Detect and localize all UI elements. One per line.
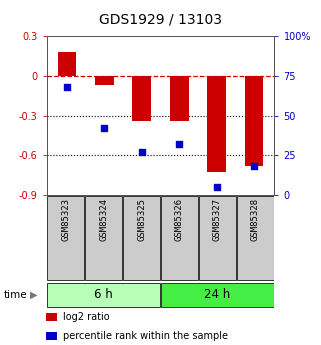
FancyBboxPatch shape [199, 196, 236, 280]
Bar [133, 76, 151, 121]
Bar [207, 76, 226, 172]
Text: GSM85328: GSM85328 [251, 197, 260, 240]
Text: GSM85325: GSM85325 [137, 197, 146, 240]
Point [214, 184, 219, 190]
Bar [58, 52, 76, 76]
Text: time: time [3, 290, 27, 300]
Text: 24 h: 24 h [204, 288, 230, 302]
Text: GSM85323: GSM85323 [61, 197, 70, 240]
Bar [95, 76, 114, 85]
FancyBboxPatch shape [85, 196, 122, 280]
FancyBboxPatch shape [47, 196, 84, 280]
Text: GSM85324: GSM85324 [99, 197, 108, 240]
Bar [245, 76, 263, 166]
FancyBboxPatch shape [161, 196, 198, 280]
Point [251, 164, 256, 169]
Point [177, 141, 182, 147]
Point [139, 149, 144, 155]
Bar [170, 76, 188, 121]
Bar [46, 332, 57, 339]
Text: ▶: ▶ [30, 290, 38, 300]
FancyBboxPatch shape [47, 283, 160, 307]
Text: 6 h: 6 h [94, 288, 113, 302]
Text: GDS1929 / 13103: GDS1929 / 13103 [99, 12, 222, 26]
Text: percentile rank within the sample: percentile rank within the sample [63, 331, 228, 341]
Text: GSM85326: GSM85326 [175, 197, 184, 240]
Bar [46, 313, 57, 321]
Text: log2 ratio: log2 ratio [63, 312, 109, 322]
Point [65, 84, 70, 90]
FancyBboxPatch shape [237, 196, 274, 280]
FancyBboxPatch shape [161, 283, 274, 307]
FancyBboxPatch shape [123, 196, 160, 280]
Text: GSM85327: GSM85327 [213, 197, 222, 240]
Point [102, 126, 107, 131]
